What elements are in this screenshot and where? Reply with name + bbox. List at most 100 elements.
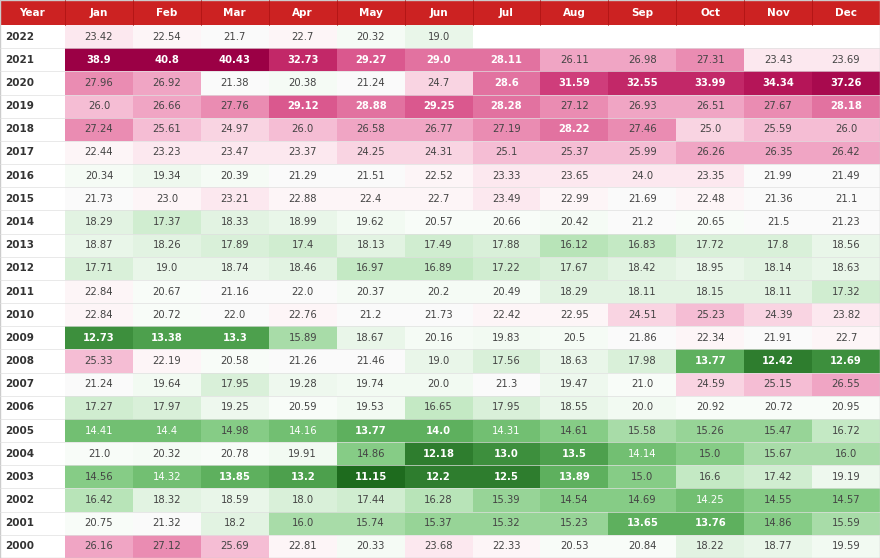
Bar bbox=[676, 465, 744, 488]
Bar bbox=[133, 442, 201, 465]
Bar bbox=[676, 141, 744, 164]
Bar bbox=[676, 442, 744, 465]
Text: 26.0: 26.0 bbox=[88, 101, 110, 111]
Text: 18.15: 18.15 bbox=[696, 286, 724, 296]
Text: 26.51: 26.51 bbox=[696, 101, 724, 111]
Bar bbox=[201, 94, 268, 118]
Bar bbox=[676, 488, 744, 512]
Bar bbox=[540, 488, 608, 512]
Bar bbox=[676, 257, 744, 280]
Bar bbox=[540, 25, 608, 48]
Text: 22.44: 22.44 bbox=[84, 147, 114, 157]
Text: Year: Year bbox=[19, 7, 46, 17]
Bar bbox=[540, 396, 608, 419]
Text: 27.67: 27.67 bbox=[764, 101, 793, 111]
Text: 20.84: 20.84 bbox=[628, 541, 656, 551]
Text: 14.57: 14.57 bbox=[832, 495, 861, 505]
Bar bbox=[65, 25, 133, 48]
Bar bbox=[608, 373, 676, 396]
Bar bbox=[268, 396, 337, 419]
Bar bbox=[268, 303, 337, 326]
Text: 14.14: 14.14 bbox=[628, 449, 656, 459]
Bar bbox=[540, 280, 608, 303]
Bar bbox=[676, 326, 744, 349]
Text: 17.56: 17.56 bbox=[492, 356, 521, 366]
Bar bbox=[405, 164, 473, 187]
Text: 2021: 2021 bbox=[5, 55, 34, 65]
Bar bbox=[133, 465, 201, 488]
Bar bbox=[405, 210, 473, 234]
Text: 2015: 2015 bbox=[5, 194, 34, 204]
Text: 23.37: 23.37 bbox=[289, 147, 317, 157]
Text: 17.8: 17.8 bbox=[767, 240, 789, 250]
Text: 25.23: 25.23 bbox=[696, 310, 724, 320]
Bar bbox=[812, 94, 880, 118]
Bar bbox=[473, 210, 540, 234]
Text: 26.16: 26.16 bbox=[84, 541, 114, 551]
Text: 24.51: 24.51 bbox=[628, 310, 656, 320]
Text: 17.97: 17.97 bbox=[152, 402, 181, 412]
Bar bbox=[473, 94, 540, 118]
Bar bbox=[133, 326, 201, 349]
Bar bbox=[676, 396, 744, 419]
Text: 17.44: 17.44 bbox=[356, 495, 385, 505]
Bar bbox=[133, 0, 201, 25]
Text: 26.58: 26.58 bbox=[356, 124, 385, 134]
Text: 17.98: 17.98 bbox=[628, 356, 656, 366]
Bar bbox=[540, 141, 608, 164]
Bar bbox=[812, 535, 880, 558]
Bar bbox=[744, 349, 812, 373]
Text: 26.11: 26.11 bbox=[560, 55, 589, 65]
Text: 14.0: 14.0 bbox=[426, 426, 451, 436]
Text: 14.25: 14.25 bbox=[696, 495, 724, 505]
Text: 21.2: 21.2 bbox=[359, 310, 382, 320]
Bar bbox=[201, 349, 268, 373]
Bar bbox=[201, 118, 268, 141]
Bar bbox=[201, 257, 268, 280]
Text: 29.27: 29.27 bbox=[355, 55, 386, 65]
Text: 20.57: 20.57 bbox=[424, 217, 453, 227]
Text: 13.85: 13.85 bbox=[219, 472, 251, 482]
Text: 14.41: 14.41 bbox=[84, 426, 114, 436]
Text: 23.69: 23.69 bbox=[832, 55, 861, 65]
Text: 16.89: 16.89 bbox=[424, 263, 453, 273]
Bar bbox=[744, 25, 812, 48]
Bar bbox=[744, 419, 812, 442]
Bar bbox=[812, 118, 880, 141]
Text: 18.55: 18.55 bbox=[560, 402, 589, 412]
Bar bbox=[268, 257, 337, 280]
Bar bbox=[744, 71, 812, 94]
Bar bbox=[540, 512, 608, 535]
Text: 27.12: 27.12 bbox=[560, 101, 589, 111]
Bar bbox=[744, 303, 812, 326]
Bar bbox=[676, 234, 744, 257]
Bar bbox=[812, 0, 880, 25]
Text: 18.87: 18.87 bbox=[84, 240, 114, 250]
Bar bbox=[65, 280, 133, 303]
Text: 25.69: 25.69 bbox=[220, 541, 249, 551]
Bar bbox=[405, 118, 473, 141]
Text: 16.65: 16.65 bbox=[424, 402, 453, 412]
Text: 19.34: 19.34 bbox=[152, 171, 181, 181]
Text: 22.34: 22.34 bbox=[696, 333, 724, 343]
Text: 34.34: 34.34 bbox=[762, 78, 794, 88]
Bar bbox=[133, 280, 201, 303]
Text: 28.22: 28.22 bbox=[559, 124, 590, 134]
Bar bbox=[0, 512, 65, 535]
Bar bbox=[133, 118, 201, 141]
Text: 24.31: 24.31 bbox=[424, 147, 453, 157]
Bar bbox=[201, 164, 268, 187]
Bar bbox=[608, 442, 676, 465]
Bar bbox=[405, 257, 473, 280]
Bar bbox=[744, 396, 812, 419]
Bar bbox=[608, 234, 676, 257]
Bar bbox=[268, 326, 337, 349]
Bar bbox=[337, 164, 405, 187]
Text: 22.88: 22.88 bbox=[289, 194, 317, 204]
Text: 26.35: 26.35 bbox=[764, 147, 792, 157]
Text: 26.55: 26.55 bbox=[832, 379, 861, 389]
Text: 18.46: 18.46 bbox=[289, 263, 317, 273]
Text: 12.18: 12.18 bbox=[422, 449, 455, 459]
Bar bbox=[65, 396, 133, 419]
Text: 25.1: 25.1 bbox=[495, 147, 517, 157]
